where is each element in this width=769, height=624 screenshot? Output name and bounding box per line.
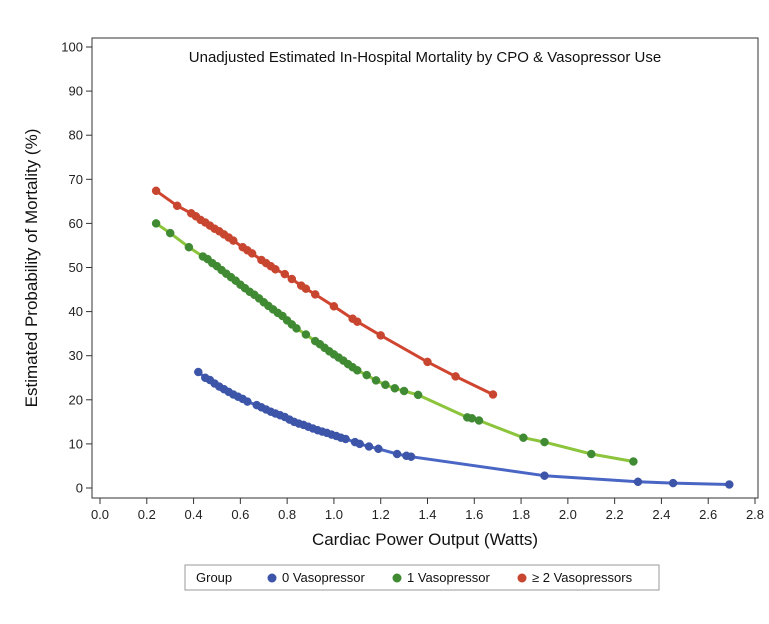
data-point	[423, 357, 432, 367]
y-tick-label: 70	[69, 172, 83, 187]
data-point	[390, 384, 400, 393]
data-point	[467, 414, 477, 423]
data-point	[392, 449, 402, 459]
data-point	[399, 386, 409, 396]
data-point	[474, 416, 484, 425]
data-point	[587, 449, 596, 459]
legend-label-1-vasopressor: 1 Vasopressor	[407, 570, 491, 585]
y-tick-label: 20	[69, 392, 83, 407]
data-point	[310, 290, 320, 299]
data-point	[376, 331, 385, 340]
y-tick-label: 100	[61, 40, 83, 55]
data-point	[353, 366, 362, 375]
y-tick-label: 60	[69, 216, 83, 231]
data-point	[364, 442, 374, 451]
legend-marker-1-vasopressor	[392, 573, 402, 583]
data-point	[301, 284, 311, 293]
legend-marker-0-vasopressor	[267, 573, 277, 583]
x-axis: 0.0 0.2 0.4 0.6 0.8 1.0 1.2 1.4 1.6 1.8 2.0 2.2 2.4 2…	[91, 498, 764, 522]
data-point	[451, 372, 460, 381]
data-point	[540, 437, 549, 447]
y-tick-label: 80	[69, 128, 83, 143]
data-point	[488, 390, 498, 399]
data-point	[247, 249, 257, 258]
legend-marker-2-vasopressors	[517, 573, 527, 583]
data-point	[374, 444, 383, 454]
data-point	[413, 390, 423, 400]
x-tick-label: 2.0	[559, 507, 577, 522]
data-point	[184, 242, 194, 252]
x-tick-label: 1.4	[418, 507, 436, 522]
data-point	[725, 480, 734, 489]
data-point	[371, 376, 381, 385]
x-tick-label: 0.4	[185, 507, 203, 522]
data-point	[151, 219, 161, 228]
x-tick-label: 2.2	[606, 507, 624, 522]
data-point	[287, 274, 297, 284]
x-tick-label: 0.6	[231, 507, 249, 522]
data-point	[194, 367, 203, 377]
data-point	[341, 434, 350, 444]
x-tick-label: 0.0	[91, 507, 109, 522]
x-tick-label: 1.2	[372, 507, 390, 522]
x-tick-label: 2.6	[699, 507, 717, 522]
data-point	[406, 452, 416, 461]
x-tick-label: 2.8	[746, 507, 764, 522]
series-0	[194, 367, 734, 489]
data-point	[292, 324, 301, 333]
series-1	[151, 219, 638, 466]
data-point	[271, 265, 280, 274]
x-tick-label: 0.2	[138, 507, 156, 522]
y-axis-title: Estimated Probability of Mortality (%)	[22, 129, 41, 408]
data-point	[362, 370, 371, 380]
data-point	[353, 317, 362, 326]
data-point	[172, 201, 182, 211]
y-tick-label: 50	[69, 260, 83, 275]
data-point	[668, 478, 678, 488]
legend-label-2-vasopressors: ≥ 2 Vasopressors	[532, 570, 633, 585]
data-point	[243, 397, 252, 406]
data-point	[355, 439, 364, 449]
data-point	[329, 302, 339, 311]
data-point	[381, 380, 390, 390]
legend: Group 0 Vasopressor 1 Vasopressor ≥ 2 Va…	[184, 564, 660, 591]
data-point	[165, 228, 175, 238]
y-axis: 0 10 20 30 40 50 60 70 80 90 100	[61, 40, 92, 496]
chart-title: Unadjusted Estimated In-Hospital Mortali…	[189, 49, 661, 66]
data-point	[633, 477, 643, 487]
data-point	[280, 269, 290, 279]
series-layer	[151, 186, 734, 489]
data-point	[151, 186, 161, 196]
data-point	[629, 457, 638, 466]
data-point	[519, 433, 528, 442]
x-tick-label: 0.8	[278, 507, 296, 522]
y-tick-label: 0	[76, 481, 83, 496]
legend-title: Group	[196, 570, 232, 585]
legend-label-0-vasopressor: 0 Vasopressor	[282, 570, 366, 585]
x-tick-label: 2.4	[652, 507, 670, 522]
series-2	[151, 186, 498, 399]
x-axis-title: Cardiac Power Output (Watts)	[312, 530, 538, 549]
y-tick-label: 90	[69, 84, 83, 99]
data-point	[540, 471, 549, 480]
data-point	[229, 236, 238, 245]
x-tick-label: 1.6	[465, 507, 483, 522]
legend-box	[184, 564, 660, 591]
x-tick-label: 1.8	[512, 507, 530, 522]
data-point	[301, 330, 311, 339]
y-tick-label: 30	[69, 348, 83, 363]
y-tick-label: 40	[69, 304, 83, 319]
x-tick-label: 1.0	[325, 507, 343, 522]
y-tick-label: 10	[69, 436, 83, 451]
